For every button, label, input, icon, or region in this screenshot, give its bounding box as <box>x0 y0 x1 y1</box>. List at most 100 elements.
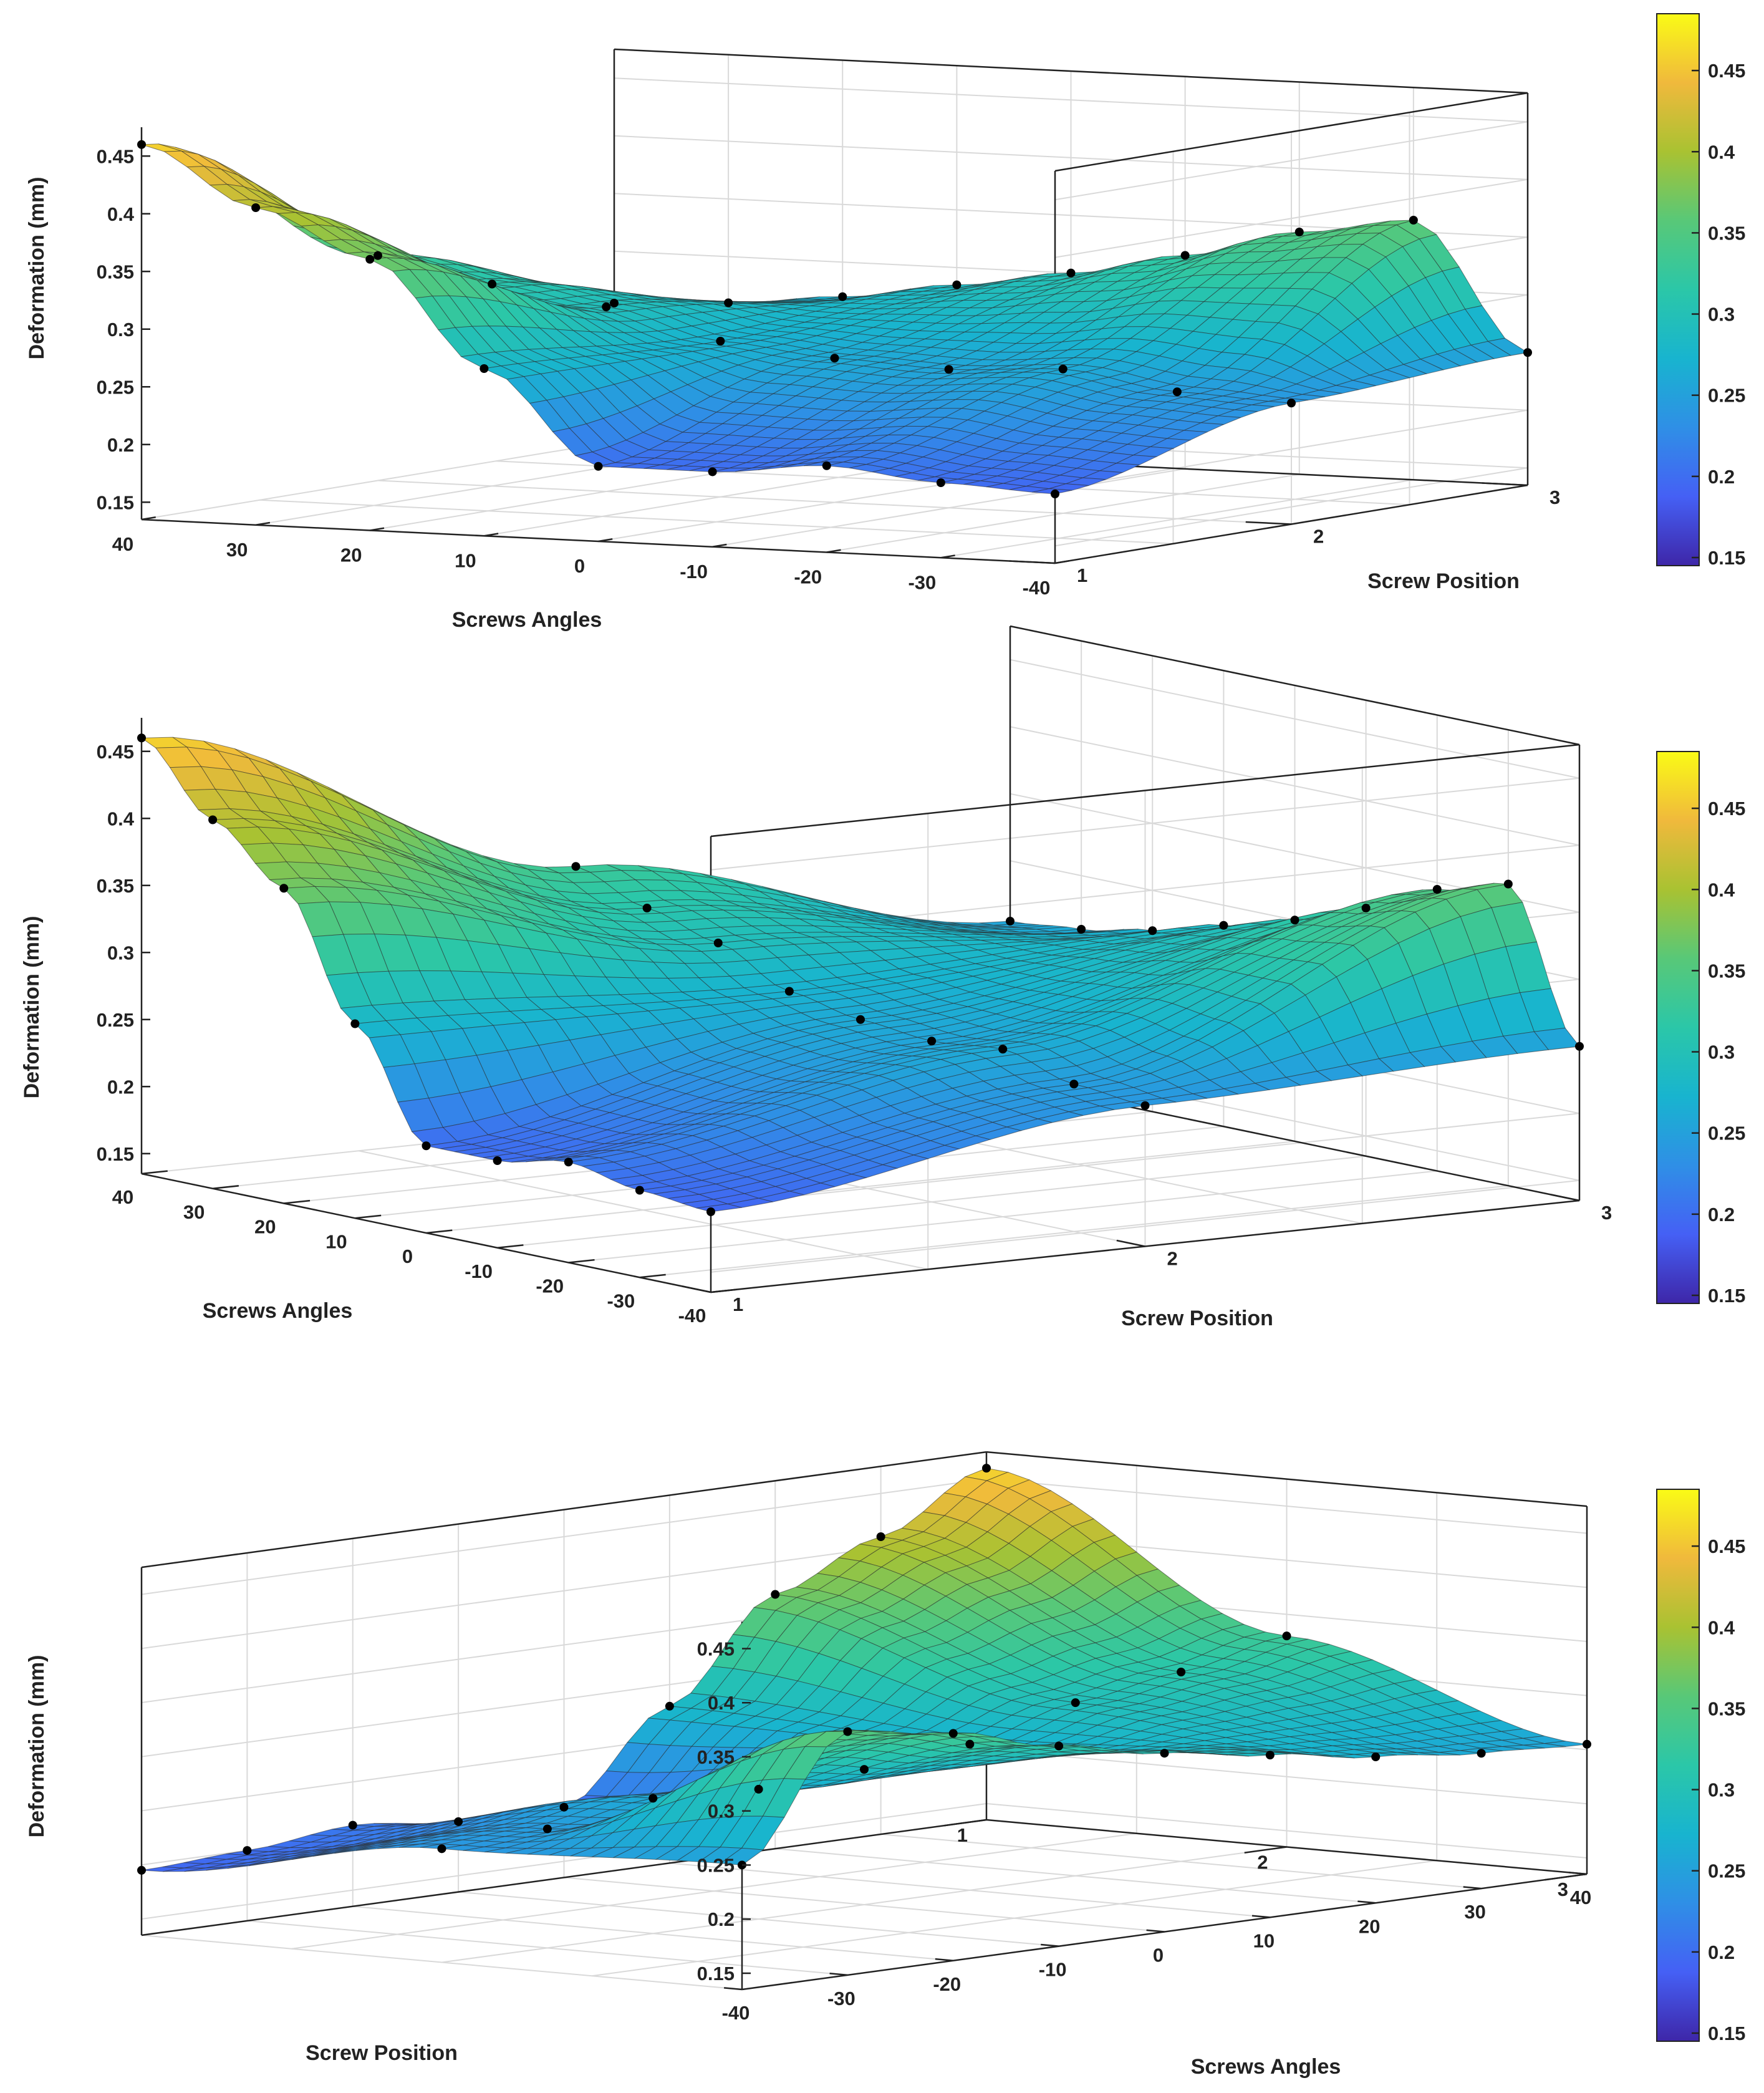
box-edge <box>1010 625 1580 746</box>
data-point <box>965 1739 975 1749</box>
x-tick-label: 40 <box>112 1186 133 1208</box>
surface-mesh <box>141 1467 1588 1872</box>
data-point <box>437 1844 446 1854</box>
colorbar-ticks: 0.15 0.2 0.25 0.3 0.35 0.4 0.45 <box>1692 798 1745 1307</box>
colorbar: 0.15 0.2 0.25 0.3 0.35 0.4 0.45 <box>1656 13 1745 569</box>
data-point <box>243 1846 252 1855</box>
data-point <box>944 365 953 374</box>
z-tick-label: 0.25 <box>97 1009 134 1031</box>
x-tick-label: 10 <box>1253 1930 1275 1951</box>
z-tick-label: 0.45 <box>697 1638 735 1660</box>
data-point <box>708 467 717 476</box>
y-tick-mark <box>944 1819 987 1827</box>
x-tick-label: 0 <box>402 1245 413 1267</box>
z-tick-label: 0.25 <box>97 376 134 398</box>
data-point <box>454 1817 463 1826</box>
x-tick-mark <box>712 543 727 548</box>
y-tick-mark <box>1245 521 1292 525</box>
x-tick-mark <box>568 1259 595 1264</box>
data-point <box>1071 1698 1080 1708</box>
floor-gridline <box>377 480 1292 525</box>
data-point <box>137 140 146 149</box>
y-axis-label: Screw Position <box>1367 569 1520 593</box>
data-point <box>635 1186 644 1195</box>
x-tick-mark <box>598 538 613 543</box>
x-tick-mark <box>940 554 955 559</box>
z-axis-ticks: 0.15 0.2 0.25 0.3 0.35 0.4 0.45 <box>97 741 150 1165</box>
data-point <box>348 1820 357 1830</box>
x-axis-label: Screws Angles <box>1191 2055 1341 2079</box>
y-tick-mark <box>1551 1194 1580 1202</box>
x-tick-label: -40 <box>1023 577 1051 599</box>
x-tick-label: -20 <box>794 566 822 588</box>
x-tick-mark <box>1251 1915 1270 1918</box>
data-points <box>137 1464 1591 1875</box>
z-axis-label: Deformation (mm) <box>25 1655 49 1838</box>
z-tick-label: 0.3 <box>708 1801 735 1822</box>
x-tick-mark <box>141 1170 168 1175</box>
z-tick-label: 0.4 <box>107 203 135 225</box>
x-tick-mark <box>723 1987 743 1991</box>
colorbar-gradient <box>1656 13 1700 566</box>
box-edge <box>1054 92 1528 172</box>
data-point <box>1282 1631 1291 1641</box>
colorbar-tick-label: 0.2 <box>1708 466 1735 488</box>
x-tick-mark <box>829 1973 848 1976</box>
data-point <box>1575 1042 1584 1051</box>
data-point <box>1172 387 1182 397</box>
data-point <box>279 884 289 893</box>
data-point <box>648 1794 658 1803</box>
x-tick-mark <box>484 533 499 537</box>
x-axis-label: Screws Angles <box>452 608 602 632</box>
x-tick-mark <box>935 1958 953 1961</box>
data-point <box>1432 885 1442 894</box>
data-point <box>1583 1739 1591 1749</box>
colorbar-tick-label: 0.3 <box>1708 304 1735 326</box>
data-point <box>137 1865 146 1875</box>
data-point <box>822 461 831 470</box>
data-point <box>365 254 375 264</box>
box-edge <box>141 1451 987 1569</box>
y-tick-label: 3 <box>1550 486 1560 508</box>
data-point <box>493 1156 502 1165</box>
data-point <box>1523 348 1532 357</box>
colorbar-tick-label: 0.35 <box>1708 960 1745 982</box>
data-point <box>784 987 794 996</box>
data-point <box>830 354 839 363</box>
z-tick-label: 0.3 <box>107 319 134 341</box>
wall-gridline <box>710 1179 1580 1273</box>
data-point <box>488 279 497 289</box>
z-tick-label: 0.2 <box>708 1908 735 1930</box>
x-tick-label: -20 <box>536 1275 564 1297</box>
x-tick-mark <box>1357 1900 1376 1904</box>
data-point <box>838 292 847 301</box>
x-tick-mark <box>710 1288 737 1293</box>
data-point <box>843 1727 852 1736</box>
x-axis-ticks: 40 30 20 10 0 -10 -20 -30 -40 <box>112 1170 737 1327</box>
x-tick-label: -10 <box>680 561 708 582</box>
data-point <box>1051 490 1059 498</box>
z-tick-label: 0.15 <box>97 491 134 513</box>
x-tick-mark <box>826 549 841 553</box>
data-point <box>860 1765 869 1774</box>
data-point <box>1140 1101 1150 1110</box>
colorbar-tick-label: 0.15 <box>1708 2023 1745 2044</box>
z-tick-label: 0.3 <box>107 942 134 964</box>
x-tick-mark <box>284 1199 311 1204</box>
data-point <box>665 1701 674 1711</box>
x-tick-mark <box>1041 1943 1059 1947</box>
x-tick-mark <box>212 1185 239 1189</box>
data-point <box>251 203 261 212</box>
data-point <box>706 1207 715 1216</box>
wall-gridline <box>710 1113 1580 1206</box>
colorbar-tick-label: 0.25 <box>1708 1860 1745 1882</box>
wall-gridline <box>141 1478 987 1595</box>
wall-gridline <box>1010 659 1580 779</box>
colorbar-tick-label: 0.35 <box>1708 222 1745 244</box>
z-axis-ticks: 0.15 0.2 0.25 0.3 0.35 0.4 0.45 <box>97 145 150 513</box>
floor-gridline <box>441 1846 1287 1963</box>
data-point <box>1477 1749 1486 1758</box>
data-point <box>594 462 603 471</box>
colorbar-tick-label: 0.4 <box>1708 879 1735 901</box>
colorbar-tick-label: 0.45 <box>1708 1535 1745 1557</box>
